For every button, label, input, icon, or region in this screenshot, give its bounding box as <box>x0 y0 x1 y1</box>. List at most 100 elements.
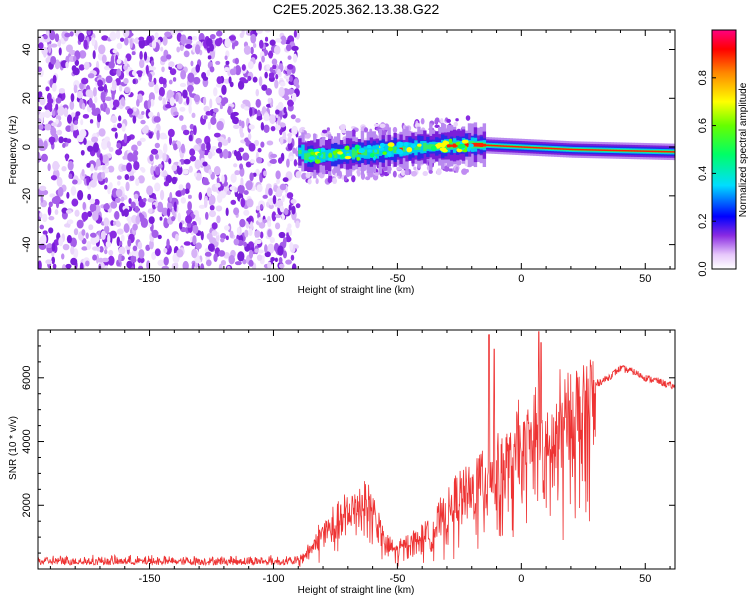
spectrogram-noise-cell <box>180 34 187 45</box>
spectrogram-noise-cell <box>90 232 97 238</box>
spectrogram-noise-cell <box>178 184 184 191</box>
spectrogram-noise-cell <box>78 64 85 71</box>
spectrogram-track-cell <box>414 145 418 151</box>
spectrogram-noise-cell <box>247 75 252 81</box>
spectrogram-noise-cell <box>224 37 231 48</box>
spectrogram-noise-cell <box>38 124 44 130</box>
spectrogram-noise-cell <box>159 216 163 221</box>
spectrogram-noise-cell <box>168 61 175 68</box>
spectrogram-noise-cell <box>79 82 84 90</box>
spectrogram-track-cell <box>402 146 406 152</box>
spectrogram-noise-cell <box>211 145 217 151</box>
spectrogram-noise-cell <box>82 201 87 211</box>
spectrogram-noise-cell <box>114 131 118 139</box>
spectrogram-noise-cell <box>166 54 172 60</box>
spectrogram-track-cell <box>423 142 427 152</box>
spectrogram-noise-cell <box>255 88 260 97</box>
spectrogram-noise-cell <box>198 217 202 226</box>
spectrogram-peak-cell <box>337 151 343 155</box>
spectrogram-noise-cell <box>171 207 175 216</box>
spectrogram-noise-cell <box>63 107 69 117</box>
spectrogram-noise-cell <box>96 113 102 123</box>
spectrogram-noise-cell <box>271 58 278 66</box>
spectrogram-noise-cell <box>147 197 155 203</box>
spectrogram-noise-cell <box>150 60 155 67</box>
spectrogram-noise-cell <box>209 33 216 40</box>
spectrogram-track-cell <box>568 148 573 151</box>
spectrogram-noise-cell <box>202 180 210 186</box>
spectrogram-peak-cell <box>410 143 416 148</box>
spectrogram-noise-cell <box>187 194 192 199</box>
spectrogram-noise-cell <box>226 265 231 269</box>
spectrogram-track-cell <box>655 150 659 153</box>
spectrogram-ytick-label: 0 <box>21 144 33 150</box>
spectrogram-noise-cell <box>101 257 109 263</box>
spectrogram-noise-cell <box>111 91 115 100</box>
spectrogram-peak-cell <box>456 147 463 153</box>
spectrogram-track-cell <box>539 147 543 149</box>
spectrogram-noise-cell <box>268 50 273 59</box>
spectrogram-noise-cell <box>263 124 270 134</box>
spectrogram-noise-cell <box>192 35 198 41</box>
spectrogram-noise-cell <box>202 161 208 167</box>
spectrogram-track-cell <box>664 150 668 153</box>
spectrogram-noise-cell <box>243 45 251 55</box>
spectrogram-track-cell <box>378 146 382 156</box>
spectrogram-noise-cell <box>99 153 103 164</box>
spectrogram-peak-cell <box>382 151 387 155</box>
spectrogram-noise-cell <box>163 217 168 226</box>
spectrogram-noise-cell <box>171 262 177 269</box>
spectrogram-noise-cell <box>268 197 274 206</box>
spectrogram-noise-cell <box>183 158 191 165</box>
spectrogram-track-cell <box>301 144 305 160</box>
colorbar-tick-label: 0.6 <box>697 118 709 133</box>
spectrogram-noise-cell <box>55 118 59 125</box>
spectrogram-noise-cell <box>227 105 232 116</box>
spectrogram-noise-cell <box>220 237 225 243</box>
spectrogram-noise-cell <box>194 159 201 170</box>
spectrogram-track-cell <box>574 148 579 151</box>
spectrogram-noise-cell <box>269 114 276 125</box>
spectrogram-noise-cell <box>97 79 103 88</box>
spectrogram-noise-cell <box>192 235 197 246</box>
spectrogram-noise-cell <box>38 66 43 73</box>
spectrogram-noise-cell <box>121 123 126 132</box>
spectrogram-noise-cell <box>269 39 276 46</box>
spectrogram-track-cell <box>619 149 623 152</box>
spectrogram-noise-cell <box>224 67 230 72</box>
spectrogram-noise-cell <box>248 259 254 267</box>
spectrogram-noise-cell <box>81 102 86 110</box>
spectrogram-noise-cell <box>168 158 172 165</box>
spectrogram-noise-cell <box>290 114 296 120</box>
spectrogram-noise-cell <box>85 89 93 98</box>
spectrogram-noise-cell <box>51 83 57 92</box>
spectrogram-noise-cell <box>244 229 249 238</box>
spectrogram-noise-cell <box>292 53 298 63</box>
spectrogram-track-cell <box>533 146 537 149</box>
spectrogram-noise-cell <box>45 243 53 248</box>
spectrogram-noise-cell <box>116 68 122 77</box>
spectrogram-noise-cell <box>124 86 131 94</box>
spectrogram-noise-cell <box>149 239 154 250</box>
spectrogram-track-cell <box>673 151 675 153</box>
spectrogram-noise-cell <box>259 231 264 239</box>
spectrogram-noise-cell <box>264 30 272 33</box>
spectrogram-noise-cell <box>193 125 197 136</box>
spectrogram-noise-cell <box>278 263 285 269</box>
spectrogram-noise-cell <box>186 209 191 215</box>
spectrogram-noise-cell <box>168 79 173 85</box>
spectrogram-noise-cell <box>258 61 262 71</box>
spectrogram-noise-cell <box>259 39 264 49</box>
spectrogram-noise-cell <box>188 86 192 97</box>
spectrogram-noise-cell <box>171 176 177 185</box>
spectrogram-noise-cell <box>205 259 212 267</box>
spectrogram-noise-cell <box>65 263 72 269</box>
spectrogram-noise-cell <box>109 230 117 239</box>
spectrogram-noise-cell <box>39 212 43 218</box>
spectrogram-noise-cell <box>115 149 123 156</box>
spectrogram-noise-cell <box>65 61 69 69</box>
spectrogram-noise-cell <box>163 181 170 187</box>
spectrogram-noise-cell <box>100 230 106 240</box>
spectrogram-noise-cell <box>217 141 223 149</box>
spectrogram-noise-cell <box>154 32 159 39</box>
